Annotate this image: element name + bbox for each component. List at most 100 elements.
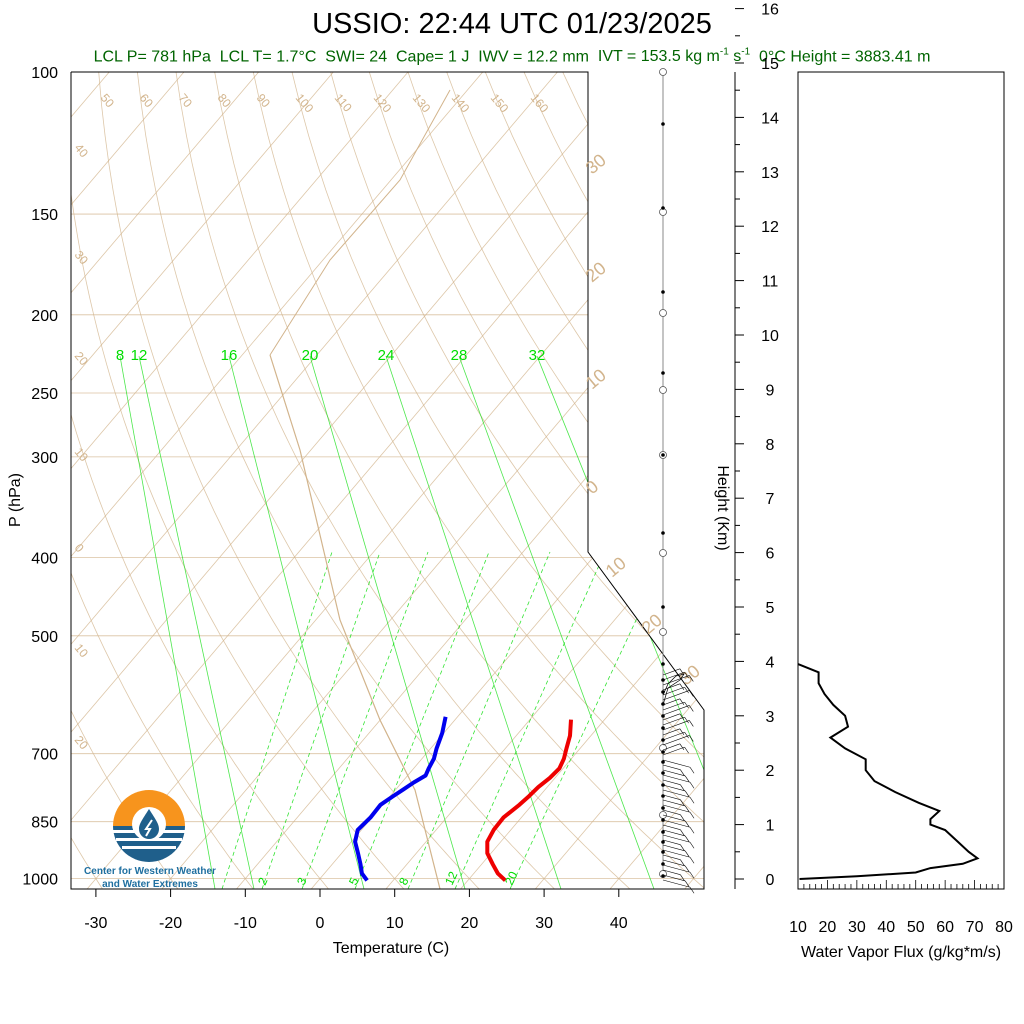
wind-barb-flag xyxy=(684,716,689,724)
height-tick-label: 4 xyxy=(766,654,775,671)
wind-barb xyxy=(662,824,681,830)
dewpoint-profile xyxy=(485,719,573,882)
flux-tick-label: 40 xyxy=(877,919,895,936)
cw3e-logo: Center for Western Weather and Water Ext… xyxy=(84,784,216,894)
wind-barb-flag xyxy=(680,769,685,776)
wind-level-dot xyxy=(661,371,665,375)
ivt-value: IVT = 153.5 kg m-1 s-1 xyxy=(597,47,751,66)
dry-adiabat-line xyxy=(71,72,179,889)
wind-barb-flag xyxy=(679,698,685,706)
isotherm-line xyxy=(71,72,259,889)
flux-tick-label: 70 xyxy=(966,919,984,936)
wind-level-dot xyxy=(661,714,665,718)
wind-barb xyxy=(662,794,681,800)
isotherm-line xyxy=(161,72,704,889)
dry-adiabat-line xyxy=(71,72,254,889)
temperature-tick-label: -30 xyxy=(84,915,107,932)
dry-adiabat-label-right: 30 xyxy=(582,150,610,178)
wind-barb-flag xyxy=(689,857,695,864)
dry-adiabat-line xyxy=(368,72,704,889)
height-tick-label: 5 xyxy=(766,600,775,617)
parcel-path-upper xyxy=(269,89,451,356)
isotherm-line xyxy=(86,72,704,889)
wind-barb-flag xyxy=(679,728,685,736)
wind-barb xyxy=(662,814,686,822)
dry-adiabat-line xyxy=(71,72,405,889)
isotherm-line xyxy=(71,72,558,889)
wind-barb xyxy=(662,804,691,813)
temperature-tick-label: 20 xyxy=(461,915,479,932)
isotherm-label: 150 xyxy=(488,91,512,116)
wind-barb xyxy=(662,834,691,843)
wind-barb-flag xyxy=(689,675,694,682)
dry-adiabat-line xyxy=(71,72,329,889)
dry-adiabat-label-left: 20 xyxy=(72,349,92,368)
wind-level-circle xyxy=(659,628,667,636)
wind-level-dot xyxy=(661,850,665,854)
lcl-pressure: LCL P= 781 hPa xyxy=(93,48,211,66)
flux-panel-frame xyxy=(797,71,1005,890)
pressure-tick-label: 1000 xyxy=(22,872,58,889)
isotherm-label: 90 xyxy=(254,91,274,110)
wind-barb xyxy=(662,859,686,867)
temperature-tick-label: 10 xyxy=(386,915,404,932)
height-tick-label: 0 xyxy=(766,872,775,889)
dry-adiabat-label-right: 20 xyxy=(582,258,610,286)
wind-level-dot xyxy=(661,830,665,834)
dry-adiabat-label-left: 20 xyxy=(72,733,92,752)
wind-barb-flag xyxy=(679,713,685,721)
mixing-ratio-label-top: 24 xyxy=(378,347,395,364)
wind-level-dot xyxy=(661,750,665,754)
isotherm-label: 70 xyxy=(176,91,196,110)
wind-barb-flag xyxy=(684,790,690,798)
temperature-tick-label: 0 xyxy=(316,915,325,932)
wind-barb xyxy=(662,789,691,798)
wind-barb-flag xyxy=(684,805,690,813)
wind-barb xyxy=(662,668,681,676)
wind-barb-flag xyxy=(684,775,690,783)
wind-barb xyxy=(662,874,686,882)
wind-barb xyxy=(662,819,691,828)
wind-barb xyxy=(662,879,691,888)
moist-adiabat-line xyxy=(221,551,333,889)
mixing-ratio-line xyxy=(138,356,255,889)
wind-level-dot xyxy=(661,862,665,866)
lcl-temperature: LCL T= 1.7°C xyxy=(219,48,317,66)
moist-adiabat-line xyxy=(354,551,490,889)
wind-barb xyxy=(662,728,681,736)
wind-barb xyxy=(662,731,685,741)
mixing-ratio-line xyxy=(119,356,216,889)
height-tick-label: 2 xyxy=(766,763,775,780)
dry-adiabat-line xyxy=(214,72,704,889)
wind-barb-flag xyxy=(684,820,690,828)
wind-barb xyxy=(662,698,681,706)
wind-barb-flag xyxy=(689,797,695,804)
dry-adiabat-line xyxy=(407,72,704,889)
wind-level-circle xyxy=(659,549,667,557)
wind-level-dot xyxy=(661,794,665,798)
wind-barb xyxy=(662,784,686,792)
isotherm-line xyxy=(534,72,704,889)
isotherm-label: 160 xyxy=(528,91,552,116)
flux-tick-label: 60 xyxy=(936,919,954,936)
wind-barb-flag xyxy=(684,686,689,694)
isotherm-line xyxy=(71,72,633,889)
temperature-tick-label: 40 xyxy=(610,915,628,932)
pressure-tick-label: 200 xyxy=(31,308,58,325)
dry-adiabat-line xyxy=(600,72,704,889)
height-tick-label: 14 xyxy=(761,110,779,127)
cw3e-logo-icon xyxy=(113,790,185,862)
wind-barb-flag xyxy=(679,683,685,691)
wind-level-dot xyxy=(661,453,665,457)
wind-barb xyxy=(662,779,681,785)
freezing-level-height: 0°C Height = 3883.41 m xyxy=(759,48,931,66)
wind-barb-flag xyxy=(689,782,695,789)
wind-level-circle xyxy=(659,386,667,394)
wind-barb-flag xyxy=(680,874,685,881)
wind-barb-flag xyxy=(684,746,689,754)
isotherm-line xyxy=(609,72,704,889)
dry-adiabat-label-left: 40 xyxy=(72,141,92,160)
mixing-ratio-label-top: 28 xyxy=(451,347,468,364)
dry-adiabat-line xyxy=(639,72,704,889)
moist-adiabat-line xyxy=(454,551,606,889)
